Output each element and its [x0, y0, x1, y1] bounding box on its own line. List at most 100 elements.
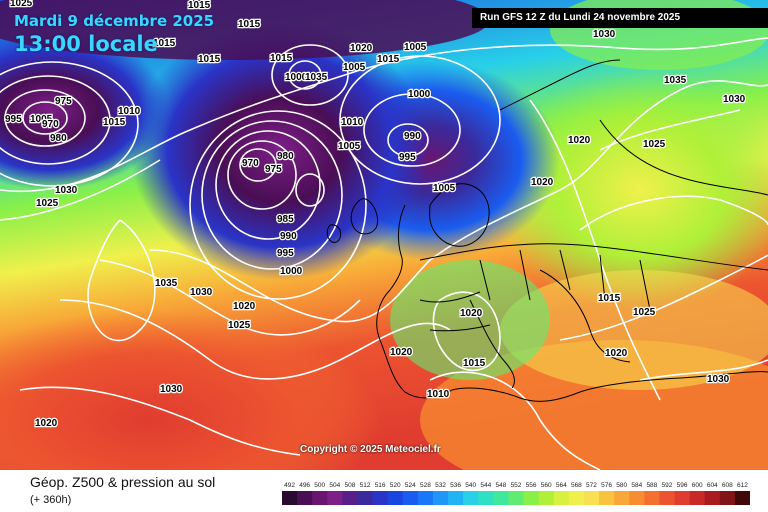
- forecast-map: 1025 1015 1015 1015 1015 1015 1015 1020 1005 1030…: [0, 0, 768, 470]
- valid-date: Mardi 9 décembre 2025: [14, 12, 215, 30]
- isobar-label: 995: [5, 114, 22, 125]
- isobar-label: 1025: [10, 0, 33, 9]
- legend-swatch: [387, 491, 404, 505]
- isobar-label: 975: [55, 96, 72, 107]
- isobar-label: 980: [277, 151, 294, 162]
- copyright: Copyright © 2025 Meteociel.fr: [300, 444, 441, 455]
- legend-swatch: [297, 491, 313, 505]
- isobar-label: 1025: [643, 139, 666, 150]
- legend-value: 500: [314, 482, 325, 489]
- legend-swatch: [644, 491, 660, 505]
- legend-swatch: [523, 491, 540, 505]
- isobar-label: 1025: [36, 198, 59, 209]
- isobar-label: 995: [399, 152, 416, 163]
- isobar-label: 970: [242, 158, 259, 169]
- isobar-label: 1030: [55, 185, 78, 196]
- forecast-range: (+ 360h): [30, 494, 72, 506]
- legend-value: 516: [375, 482, 386, 489]
- isobar-label: 1015: [188, 0, 211, 11]
- legend-value: 608: [722, 482, 733, 489]
- isobar-label: 990: [404, 131, 421, 142]
- isobar-label: 1025: [228, 320, 251, 331]
- isobar-label: 1015: [198, 54, 221, 65]
- legend-swatch: [568, 491, 585, 505]
- isobar-label: 1015: [270, 53, 293, 64]
- legend-swatch: [614, 491, 630, 505]
- legend-value: 576: [601, 482, 612, 489]
- isobar-label: 1020: [35, 418, 58, 429]
- legend-swatch: [629, 491, 645, 505]
- warm-field-balkans: [500, 270, 768, 390]
- legend-value: 532: [435, 482, 446, 489]
- trough-field-italy: [390, 260, 550, 380]
- legend-value: 524: [405, 482, 416, 489]
- isobar-label: 995: [277, 248, 294, 259]
- legend-swatch: [357, 491, 373, 505]
- isobar-label: 1035: [664, 75, 687, 86]
- isobar-label: 1020: [605, 348, 628, 359]
- legend-value: 584: [631, 482, 642, 489]
- legend-value: 588: [646, 482, 657, 489]
- legend-swatch: [463, 491, 479, 505]
- isobar-label: 1030: [707, 374, 730, 385]
- legend-swatch: [312, 491, 328, 505]
- legend-swatch: [583, 491, 600, 505]
- legend-swatch: [508, 491, 524, 505]
- legend-value: 520: [390, 482, 401, 489]
- legend-value: 560: [541, 482, 552, 489]
- legend-value: 544: [480, 482, 491, 489]
- ridge-field-east: [490, 70, 768, 310]
- isobar-label: 1015: [598, 293, 621, 304]
- legend-swatch: [372, 491, 389, 505]
- footer: Géop. Z500 & pression au sol (+ 360h) 49…: [0, 470, 768, 512]
- legend-value: 556: [526, 482, 537, 489]
- legend-swatch: [704, 491, 721, 505]
- legend-value: 596: [677, 482, 688, 489]
- legend-swatch: [674, 491, 691, 505]
- isobar-label: 1015: [153, 38, 176, 49]
- legend-value: 564: [556, 482, 567, 489]
- isobar-label: 1030: [190, 287, 213, 298]
- isobar-label: 1030: [160, 384, 183, 395]
- legend-swatch: [719, 491, 736, 505]
- legend-swatch: [553, 491, 570, 505]
- isobar-label: 1000: [408, 89, 431, 100]
- isobar-label: 1005: [338, 141, 361, 152]
- isobar-label: 1015: [103, 117, 126, 128]
- legend-swatch: [478, 491, 494, 505]
- run-info: Run GFS 12 Z du Lundi 24 novembre 2025: [472, 8, 768, 28]
- isobar-label: 1015: [377, 54, 400, 65]
- isobar-label: 1025: [633, 307, 656, 318]
- legend-swatch: [342, 491, 358, 505]
- isobar-label: 990: [280, 231, 297, 242]
- isobar-label: 1020: [460, 308, 483, 319]
- isobar-label: 980: [50, 133, 67, 144]
- warm-field-sw: [0, 310, 380, 470]
- legend-swatch: [432, 491, 449, 505]
- isobar-labels: 1025 1015 1015 1015 1015 1015 1015 1020 1005 1030…: [4, 0, 747, 430]
- legend-value: 604: [707, 482, 718, 489]
- isobar-label: 975: [265, 164, 282, 175]
- isobar-label: 1030: [723, 94, 746, 105]
- legend-swatch: [538, 491, 555, 505]
- legend-canvas: 492 496 500 504 508 512 516 520 524 528 532 536 540 5…: [282, 482, 750, 505]
- chart-title: Géop. Z500 & pression au sol: [30, 474, 216, 490]
- isobar-label: 1005: [433, 183, 456, 194]
- legend-value: 504: [329, 482, 340, 489]
- legend-value: 600: [692, 482, 703, 489]
- legend-value: 528: [420, 482, 431, 489]
- legend-swatch: [734, 491, 750, 505]
- legend-swatch: [282, 491, 298, 505]
- legend-swatch: [493, 491, 509, 505]
- legend-value: 548: [495, 482, 506, 489]
- legend-value: 508: [345, 482, 356, 489]
- color-legend: 492 496 500 504 508 512 516 520 524 528 532 536 540 5…: [282, 478, 750, 506]
- legend-value: 552: [511, 482, 522, 489]
- legend-value: 568: [571, 482, 582, 489]
- isobar-label: 1020: [531, 177, 554, 188]
- isobar-label: 1020: [568, 135, 591, 146]
- legend-swatch: [599, 491, 615, 505]
- legend-value: 512: [360, 482, 371, 489]
- isobar-label: 1035: [155, 278, 178, 289]
